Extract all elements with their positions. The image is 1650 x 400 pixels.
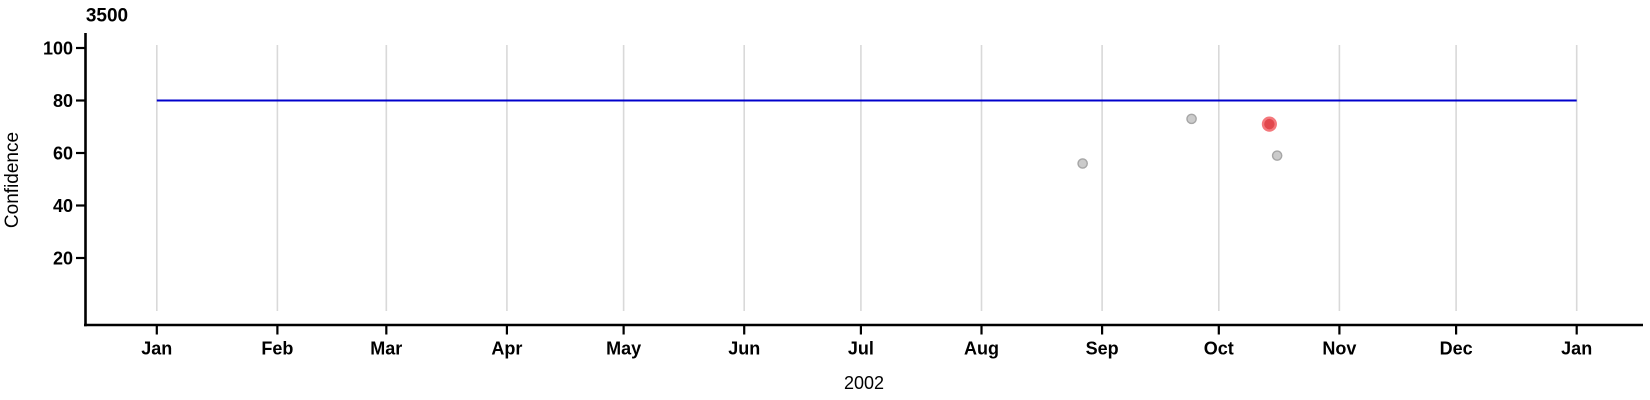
month-gridlines [156, 45, 1578, 311]
data-point[interactable] [1271, 150, 1283, 161]
x-tick-label: Sep [1086, 339, 1119, 359]
x-tick-label: Jun [728, 339, 760, 359]
data-points [1077, 113, 1283, 169]
y-tick-label: 40 [53, 196, 73, 216]
data-point[interactable] [1077, 158, 1088, 169]
x-tick-label: Jul [848, 339, 874, 359]
data-point[interactable] [1186, 113, 1197, 125]
x-tick-label: Mar [370, 339, 402, 359]
x-tick-label: Dec [1440, 339, 1473, 359]
x-tick-label: May [606, 339, 641, 359]
y-tick-label: 100 [43, 39, 73, 59]
x-tick-label: Feb [261, 339, 293, 359]
x-tick-label: Jan [141, 339, 172, 359]
x-axis-title: 2002 [844, 373, 884, 393]
y-axis-ticks: 100 80 60 40 20 [43, 39, 86, 269]
y-tick-label: 80 [53, 91, 73, 111]
y-tick-label: 20 [53, 249, 73, 269]
x-axis-ticks: Jan Feb Mar Apr May Jun Jul Aug Sep Oct Nov Dec Jan [141, 325, 1592, 359]
y-axis-title: Confidence [2, 132, 23, 228]
highlighted-data-point[interactable] [1261, 116, 1277, 132]
panel-title: 3500 [86, 6, 128, 27]
x-tick-label: Nov [1322, 339, 1356, 359]
x-tick-label: Apr [491, 339, 522, 359]
x-tick-label: Jan [1561, 339, 1592, 359]
x-tick-label: Oct [1204, 339, 1234, 359]
y-tick-label: 60 [53, 144, 73, 164]
x-tick-label: Aug [964, 339, 999, 359]
